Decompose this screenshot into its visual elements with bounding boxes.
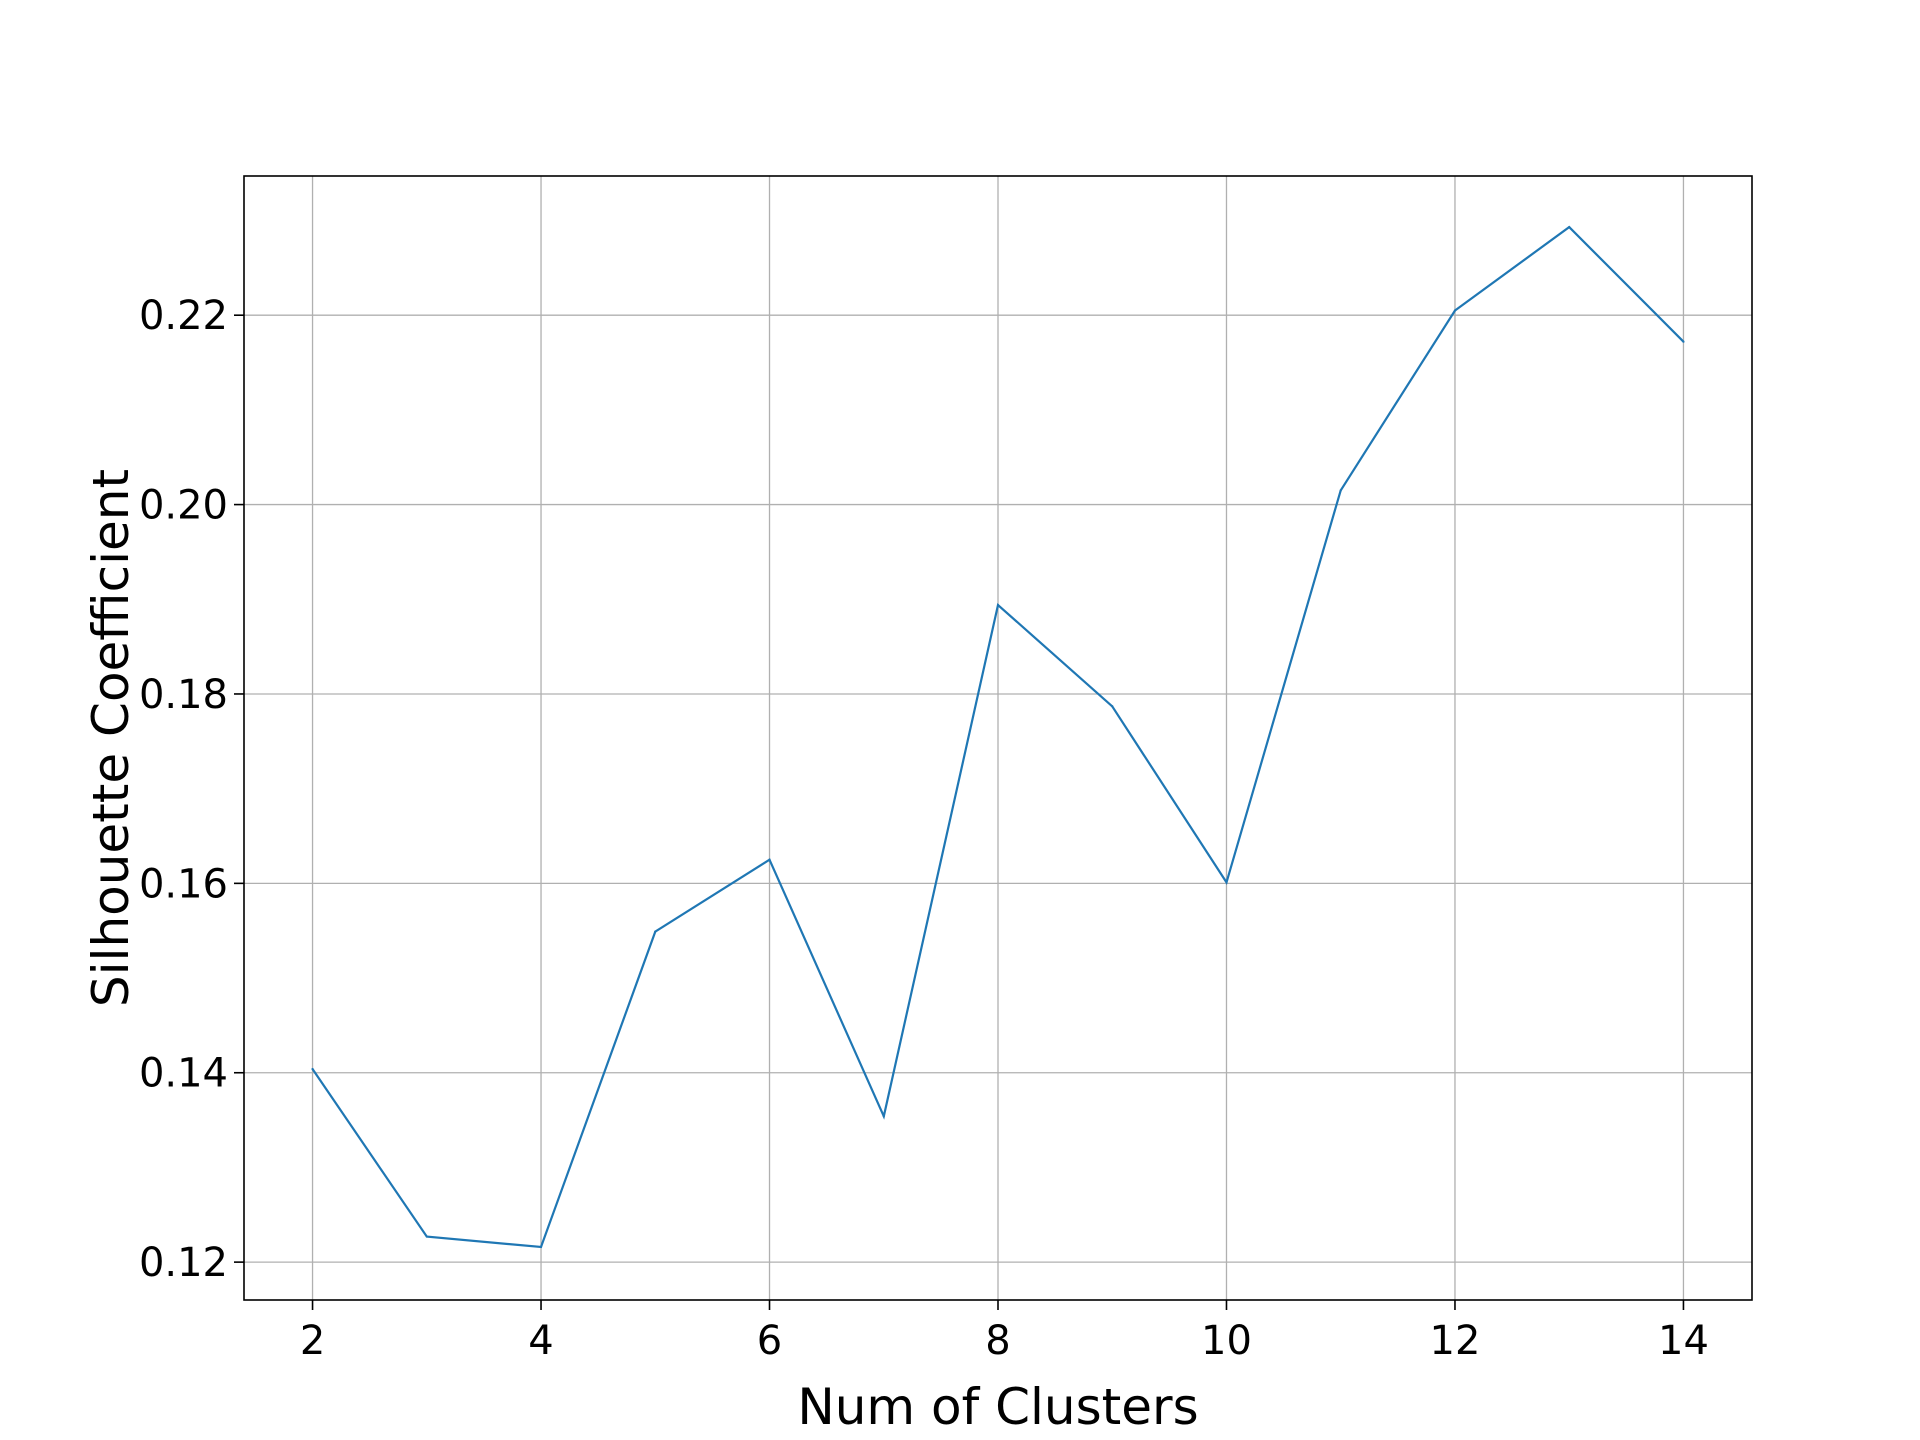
- x-axis-title: Num of Clusters: [797, 1378, 1198, 1436]
- y-tick-label: 0.20: [139, 483, 228, 529]
- series-layer: [311, 225, 1685, 1249]
- data-point: [768, 858, 771, 861]
- data-point: [1568, 226, 1571, 229]
- data-point: [539, 1245, 543, 1249]
- data-point: [1111, 705, 1114, 708]
- axis-ticks: 2 4 6 8 10 12 14 0.12 0.14 0.16 0.18 0.20 0.22: [139, 293, 1709, 1364]
- data-point: [1225, 881, 1228, 884]
- x-tick-label: 10: [1201, 1318, 1252, 1364]
- data-point: [1682, 340, 1685, 343]
- x-tick-label: 12: [1430, 1318, 1481, 1364]
- data-point: [882, 1115, 885, 1118]
- data-point: [654, 930, 657, 933]
- data-point: [1453, 309, 1457, 312]
- y-axis-title: Silhouette Coefficient: [82, 469, 140, 1007]
- y-tick-label: 0.18: [139, 672, 228, 718]
- x-tick-label: 8: [985, 1318, 1010, 1364]
- y-tick-label: 0.12: [139, 1240, 228, 1286]
- x-tick-label: 14: [1658, 1318, 1709, 1364]
- data-point: [311, 1067, 314, 1071]
- y-tick-label: 0.16: [139, 861, 228, 907]
- y-tick-label: 0.14: [139, 1051, 228, 1097]
- grid-lines: [244, 176, 1752, 1300]
- data-point: [996, 603, 1000, 607]
- x-tick-label: 2: [300, 1318, 325, 1364]
- data-point: [1339, 489, 1342, 492]
- x-tick-label: 4: [528, 1318, 553, 1364]
- y-tick-label: 0.22: [139, 293, 228, 339]
- data-point: [425, 1235, 428, 1238]
- x-tick-label: 6: [757, 1318, 782, 1364]
